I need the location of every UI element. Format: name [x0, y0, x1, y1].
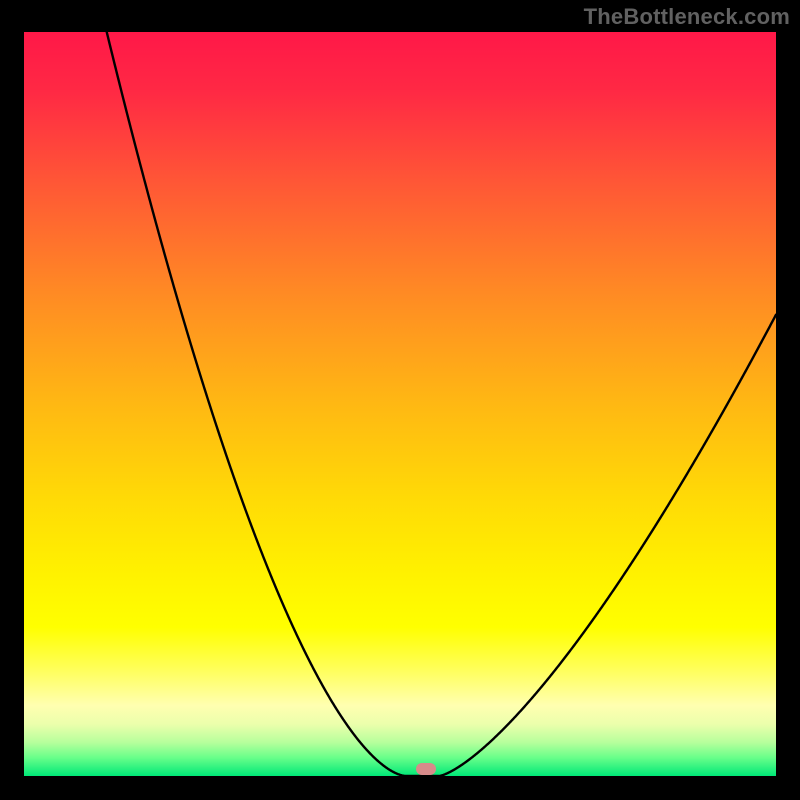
optimal-marker	[416, 763, 436, 775]
chart-background	[24, 32, 776, 776]
bottleneck-chart	[24, 32, 776, 776]
chart-frame: TheBottleneck.com	[0, 0, 800, 800]
watermark-text: TheBottleneck.com	[584, 4, 790, 30]
